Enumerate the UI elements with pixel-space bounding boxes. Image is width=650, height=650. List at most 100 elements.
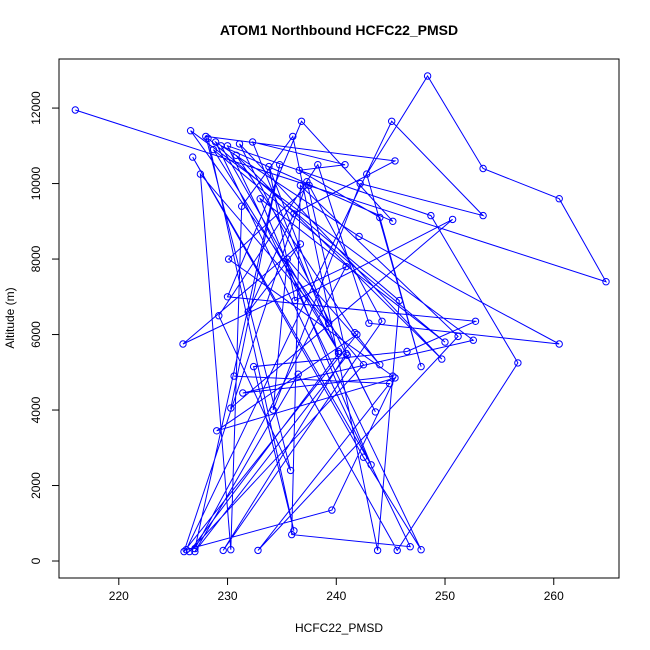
y-tick-label: 2000 [29, 472, 43, 499]
data-point [180, 547, 188, 556]
y-tick-label: 8000 [29, 245, 43, 272]
data-point [269, 406, 277, 414]
data-point [303, 178, 311, 186]
data-point [341, 161, 349, 169]
data-point [182, 546, 190, 554]
y-tick-label: 10000 [29, 167, 43, 201]
y-tick-label: 6000 [29, 321, 43, 348]
data-point [289, 132, 297, 141]
data-point [427, 211, 435, 220]
data-point [385, 379, 394, 388]
data-point [189, 153, 197, 161]
data-point [227, 546, 235, 554]
data-point [211, 138, 220, 146]
data-point [555, 195, 563, 203]
x-tick-label: 230 [218, 589, 238, 603]
data-point [191, 547, 199, 556]
data-point [248, 138, 257, 146]
data-point [219, 546, 227, 555]
x-tick-label: 240 [326, 589, 346, 603]
data-point [202, 132, 210, 141]
y-axis: 0 2000 4000 6000 8000 10000 12000 [29, 91, 60, 564]
x-tick-label: 220 [109, 589, 129, 603]
data-point [363, 170, 371, 178]
data-point [367, 461, 375, 469]
data-point [256, 195, 264, 203]
data-point [196, 170, 205, 178]
data-point [215, 312, 223, 320]
data-point [235, 140, 244, 148]
data-point [223, 142, 232, 150]
data-point [209, 145, 218, 154]
data-point [373, 546, 382, 555]
y-tick-label: 4000 [29, 396, 43, 423]
data-point [423, 72, 432, 80]
data-point [602, 278, 610, 286]
chart-title: ATOM1 Northbound HCFC22_PMSD [220, 22, 458, 38]
data-point [406, 543, 414, 551]
data-point [438, 355, 446, 363]
data-point [351, 329, 359, 337]
data-point [514, 359, 522, 367]
data-point [314, 161, 322, 169]
data-point [224, 255, 233, 263]
data-point [288, 530, 296, 539]
data-point [376, 361, 384, 369]
data-point [334, 347, 343, 356]
data-point [239, 389, 247, 397]
data-point [297, 117, 306, 126]
data-point [391, 374, 399, 382]
y-tick-label: 12000 [29, 91, 43, 125]
data-point [448, 215, 457, 224]
data-point [403, 347, 411, 356]
data-point [291, 296, 299, 305]
data-point [376, 213, 384, 222]
data-point [359, 453, 368, 461]
data-point [342, 349, 350, 358]
data-point [276, 161, 284, 169]
x-tick-label: 250 [435, 589, 455, 603]
data-point [391, 157, 399, 165]
data-point [371, 408, 380, 416]
data-point [265, 162, 273, 171]
data-point [479, 164, 487, 173]
data-point [290, 210, 298, 218]
data-point [179, 340, 187, 348]
data-point [325, 319, 333, 327]
data-point [353, 330, 361, 339]
series-lines [75, 75, 608, 552]
data-point [342, 262, 350, 271]
data-point [286, 466, 295, 475]
data-point [417, 362, 425, 371]
data-point [223, 293, 232, 301]
data-point [71, 106, 80, 114]
data-point [417, 546, 425, 554]
data-point [469, 336, 477, 344]
data-point [388, 117, 396, 126]
data-point [186, 127, 195, 135]
data-point [204, 134, 212, 143]
data-point [295, 166, 303, 175]
data-point [359, 361, 368, 369]
data-point [378, 317, 386, 325]
data-point [232, 151, 240, 160]
x-tick-label: 260 [544, 589, 564, 603]
data-point [365, 319, 373, 327]
y-axis-label: Altitude (m) [3, 287, 17, 348]
data-point [471, 317, 480, 325]
data-point [227, 404, 235, 412]
data-point [191, 544, 199, 553]
data-point [244, 308, 252, 316]
data-point [305, 181, 313, 190]
data-point [389, 372, 397, 380]
series-points [71, 72, 610, 556]
data-point [283, 255, 291, 263]
data-point [334, 349, 343, 358]
data-point [454, 332, 462, 341]
data-point [249, 362, 258, 371]
data-point [441, 338, 449, 346]
data-point [343, 351, 351, 359]
data-point [389, 217, 397, 226]
data-point [238, 202, 246, 210]
